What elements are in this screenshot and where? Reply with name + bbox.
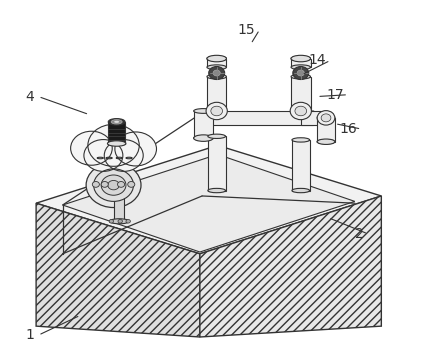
- Polygon shape: [207, 77, 226, 111]
- Circle shape: [209, 66, 225, 79]
- Polygon shape: [291, 77, 310, 111]
- Ellipse shape: [207, 74, 226, 79]
- Ellipse shape: [126, 157, 132, 159]
- Text: 15: 15: [238, 23, 255, 37]
- Polygon shape: [200, 196, 381, 337]
- Polygon shape: [36, 203, 200, 337]
- Ellipse shape: [115, 220, 124, 223]
- Circle shape: [115, 132, 156, 166]
- Ellipse shape: [317, 139, 335, 144]
- Ellipse shape: [194, 109, 213, 113]
- Circle shape: [321, 114, 331, 122]
- Circle shape: [126, 220, 131, 223]
- Text: 16: 16: [339, 122, 357, 136]
- Circle shape: [101, 182, 108, 187]
- Circle shape: [118, 182, 125, 187]
- Bar: [108, 122, 125, 143]
- Circle shape: [293, 66, 309, 79]
- Circle shape: [211, 106, 222, 116]
- Ellipse shape: [207, 55, 226, 62]
- Ellipse shape: [291, 55, 310, 62]
- Ellipse shape: [194, 136, 213, 140]
- Ellipse shape: [97, 157, 103, 159]
- Circle shape: [213, 70, 220, 76]
- Polygon shape: [207, 58, 226, 67]
- Text: 14: 14: [309, 53, 326, 68]
- Polygon shape: [301, 111, 326, 125]
- Ellipse shape: [116, 184, 123, 186]
- Ellipse shape: [198, 111, 206, 126]
- Circle shape: [104, 139, 143, 171]
- Ellipse shape: [107, 141, 126, 146]
- Ellipse shape: [97, 184, 103, 186]
- Ellipse shape: [115, 185, 124, 187]
- Circle shape: [108, 180, 119, 190]
- Ellipse shape: [208, 188, 226, 193]
- Circle shape: [101, 175, 126, 195]
- Ellipse shape: [106, 184, 112, 186]
- Polygon shape: [291, 58, 310, 67]
- Polygon shape: [63, 154, 355, 252]
- Polygon shape: [208, 136, 226, 191]
- Circle shape: [86, 163, 141, 208]
- Ellipse shape: [194, 135, 213, 141]
- Ellipse shape: [317, 139, 335, 144]
- Text: 4: 4: [25, 90, 34, 103]
- Ellipse shape: [208, 134, 226, 138]
- Ellipse shape: [308, 111, 317, 126]
- Ellipse shape: [207, 65, 226, 70]
- Ellipse shape: [207, 109, 226, 113]
- Ellipse shape: [292, 188, 309, 193]
- Polygon shape: [292, 140, 309, 191]
- Circle shape: [94, 169, 134, 201]
- Circle shape: [118, 220, 123, 223]
- Polygon shape: [317, 118, 335, 142]
- Ellipse shape: [291, 56, 310, 61]
- Ellipse shape: [110, 219, 129, 224]
- Ellipse shape: [317, 116, 335, 120]
- Polygon shape: [202, 111, 313, 126]
- Ellipse shape: [108, 119, 125, 125]
- Polygon shape: [126, 158, 132, 185]
- Circle shape: [71, 131, 112, 165]
- Ellipse shape: [111, 120, 122, 124]
- Circle shape: [290, 102, 311, 120]
- Ellipse shape: [291, 74, 310, 79]
- Circle shape: [295, 106, 307, 116]
- Polygon shape: [36, 145, 381, 254]
- Polygon shape: [194, 111, 213, 138]
- Circle shape: [206, 102, 227, 120]
- Text: 2: 2: [355, 227, 364, 241]
- Ellipse shape: [116, 157, 123, 159]
- Ellipse shape: [126, 184, 132, 186]
- Polygon shape: [97, 158, 103, 185]
- Circle shape: [297, 70, 305, 76]
- Ellipse shape: [291, 65, 310, 70]
- Circle shape: [128, 182, 135, 187]
- Ellipse shape: [114, 121, 119, 123]
- Circle shape: [84, 139, 123, 171]
- Circle shape: [317, 111, 335, 125]
- Polygon shape: [115, 186, 124, 221]
- Circle shape: [88, 125, 139, 166]
- Circle shape: [92, 182, 99, 187]
- Circle shape: [109, 220, 114, 223]
- Polygon shape: [116, 158, 123, 185]
- Polygon shape: [106, 158, 112, 185]
- Text: 1: 1: [25, 328, 34, 342]
- Text: 17: 17: [326, 88, 344, 102]
- Ellipse shape: [291, 109, 310, 113]
- Ellipse shape: [292, 138, 309, 142]
- Ellipse shape: [106, 157, 112, 159]
- Ellipse shape: [207, 56, 226, 61]
